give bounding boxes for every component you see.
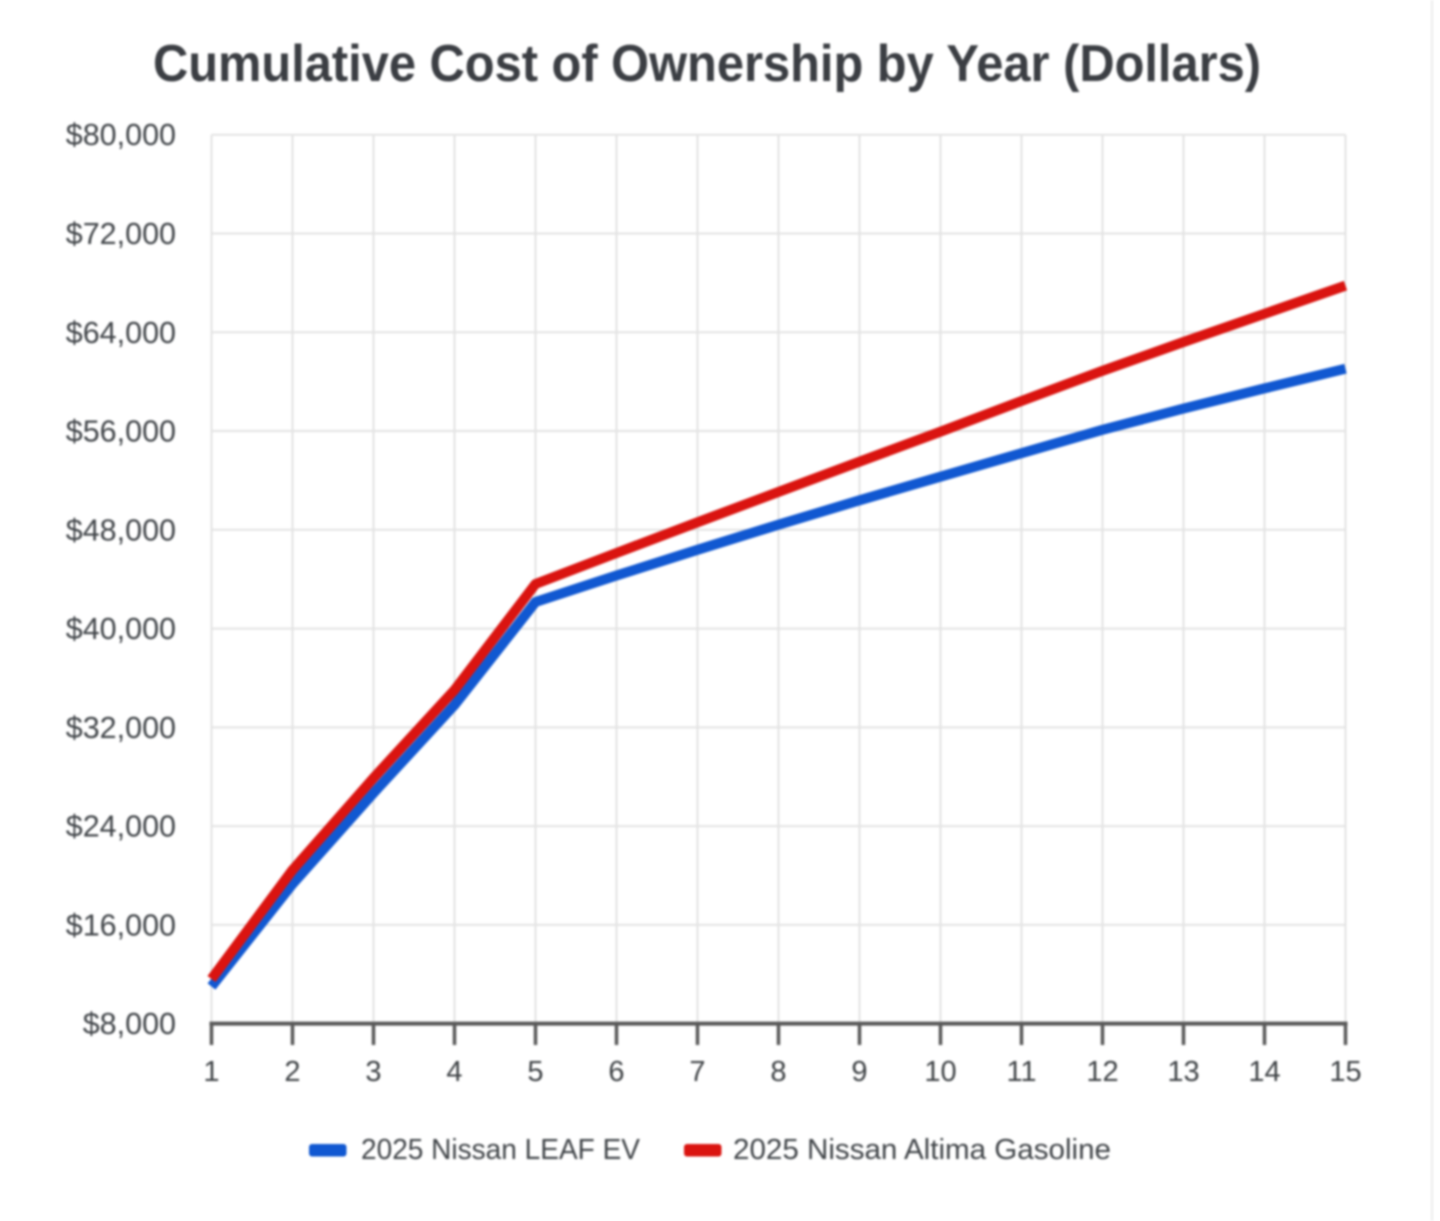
- svg-text:4: 4: [446, 1056, 462, 1088]
- svg-text:8: 8: [770, 1056, 786, 1088]
- svg-text:$72,000: $72,000: [66, 217, 176, 251]
- svg-text:5: 5: [527, 1056, 543, 1088]
- svg-text:$16,000: $16,000: [66, 908, 176, 942]
- svg-text:14: 14: [1248, 1056, 1280, 1088]
- svg-text:$40,000: $40,000: [66, 612, 176, 646]
- svg-text:13: 13: [1167, 1056, 1199, 1088]
- svg-text:15: 15: [1329, 1056, 1361, 1088]
- svg-text:$80,000: $80,000: [66, 118, 176, 152]
- svg-text:Cumulative Cost of Ownership b: Cumulative Cost of Ownership by Year (Do…: [153, 35, 1261, 93]
- svg-text:$32,000: $32,000: [66, 711, 176, 745]
- svg-text:$56,000: $56,000: [66, 415, 176, 449]
- svg-text:11: 11: [1006, 1056, 1036, 1088]
- svg-text:2: 2: [284, 1056, 300, 1088]
- svg-text:$48,000: $48,000: [66, 513, 176, 547]
- svg-text:10: 10: [924, 1056, 956, 1088]
- svg-text:3: 3: [365, 1056, 381, 1088]
- svg-text:9: 9: [851, 1056, 867, 1088]
- svg-text:$24,000: $24,000: [66, 810, 176, 844]
- svg-text:7: 7: [689, 1056, 705, 1088]
- svg-text:$8,000: $8,000: [83, 1007, 176, 1041]
- svg-text:2025 Nissan LEAF EV: 2025 Nissan LEAF EV: [361, 1134, 640, 1166]
- svg-text:6: 6: [608, 1056, 624, 1088]
- svg-text:1: 1: [203, 1056, 219, 1088]
- svg-text:2025 Nissan Altima Gasoline: 2025 Nissan Altima Gasoline: [733, 1134, 1111, 1166]
- svg-text:12: 12: [1086, 1056, 1118, 1088]
- svg-text:$64,000: $64,000: [66, 316, 176, 350]
